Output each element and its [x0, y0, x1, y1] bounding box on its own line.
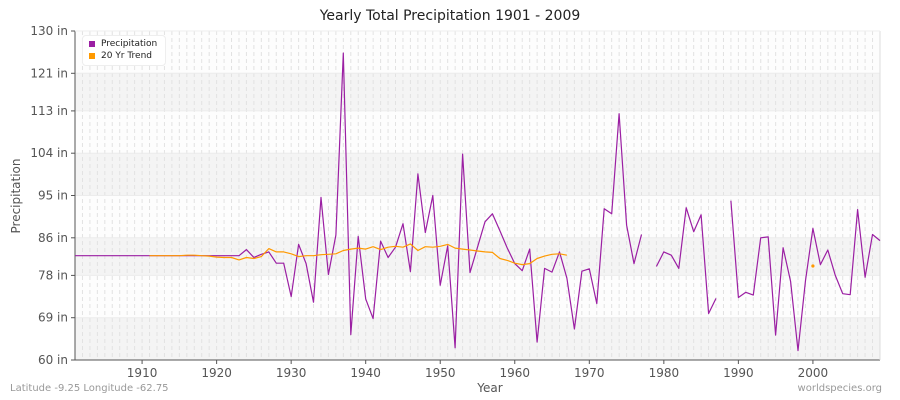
- legend-label: Precipitation: [101, 39, 158, 49]
- x-tick-label: 1990: [723, 366, 754, 380]
- chart-title: Yearly Total Precipitation 1901 - 2009: [319, 8, 581, 24]
- trend-line: [149, 243, 568, 266]
- y-tick-label: 121 in: [30, 66, 68, 80]
- y-tick-label: 104 in: [30, 146, 68, 160]
- x-tick-label: 1960: [499, 366, 530, 380]
- legend-item-trend: 20 Yr Trend: [89, 50, 157, 62]
- y-tick-label: 95 in: [38, 189, 68, 203]
- precipitation-swatch-icon: [89, 41, 95, 47]
- x-tick-label: 1940: [350, 366, 381, 380]
- location-label: Latitude -9.25 Longitude -62.75: [10, 383, 169, 394]
- y-tick-label: 130 in: [30, 24, 68, 38]
- data-series: [75, 52, 881, 352]
- precipitation-line: [655, 207, 717, 315]
- x-tick-label: 1930: [276, 366, 307, 380]
- x-axis-label: Year: [476, 381, 502, 395]
- y-tick-label: 113 in: [30, 104, 68, 118]
- x-tick-label: 1980: [649, 366, 680, 380]
- x-tick-label: 2000: [798, 366, 829, 380]
- x-axis-ticks: 1910 1920 1930 1940 1950 1960 1970 1980 1990 2000: [127, 360, 828, 380]
- y-tick-label: 60 in: [38, 353, 68, 367]
- y-tick-label: 69 in: [38, 311, 68, 325]
- x-tick-label: 1910: [127, 366, 158, 380]
- legend-label: 20 Yr Trend: [101, 51, 153, 61]
- x-tick-label: 1920: [201, 366, 232, 380]
- trend-point: [811, 264, 815, 268]
- y-axis-ticks: 60 in 69 in 78 in 86 in 95 in 104 in 113 in 121…: [30, 24, 75, 367]
- axes: [74, 30, 881, 361]
- y-tick-label: 86 in: [38, 231, 68, 245]
- y-axis-label: Precipitation: [9, 158, 23, 233]
- legend: Precipitation 20 Yr Trend: [82, 35, 167, 66]
- y-tick-label: 78 in: [38, 268, 68, 282]
- trend-swatch-icon: [89, 53, 95, 59]
- x-tick-label: 1950: [425, 366, 456, 380]
- x-tick-label: 1970: [574, 366, 605, 380]
- source-link[interactable]: worldspecies.org: [797, 383, 882, 394]
- legend-item-precipitation: Precipitation: [89, 38, 157, 50]
- precipitation-line: [730, 200, 881, 352]
- grid-lines: [74, 30, 881, 361]
